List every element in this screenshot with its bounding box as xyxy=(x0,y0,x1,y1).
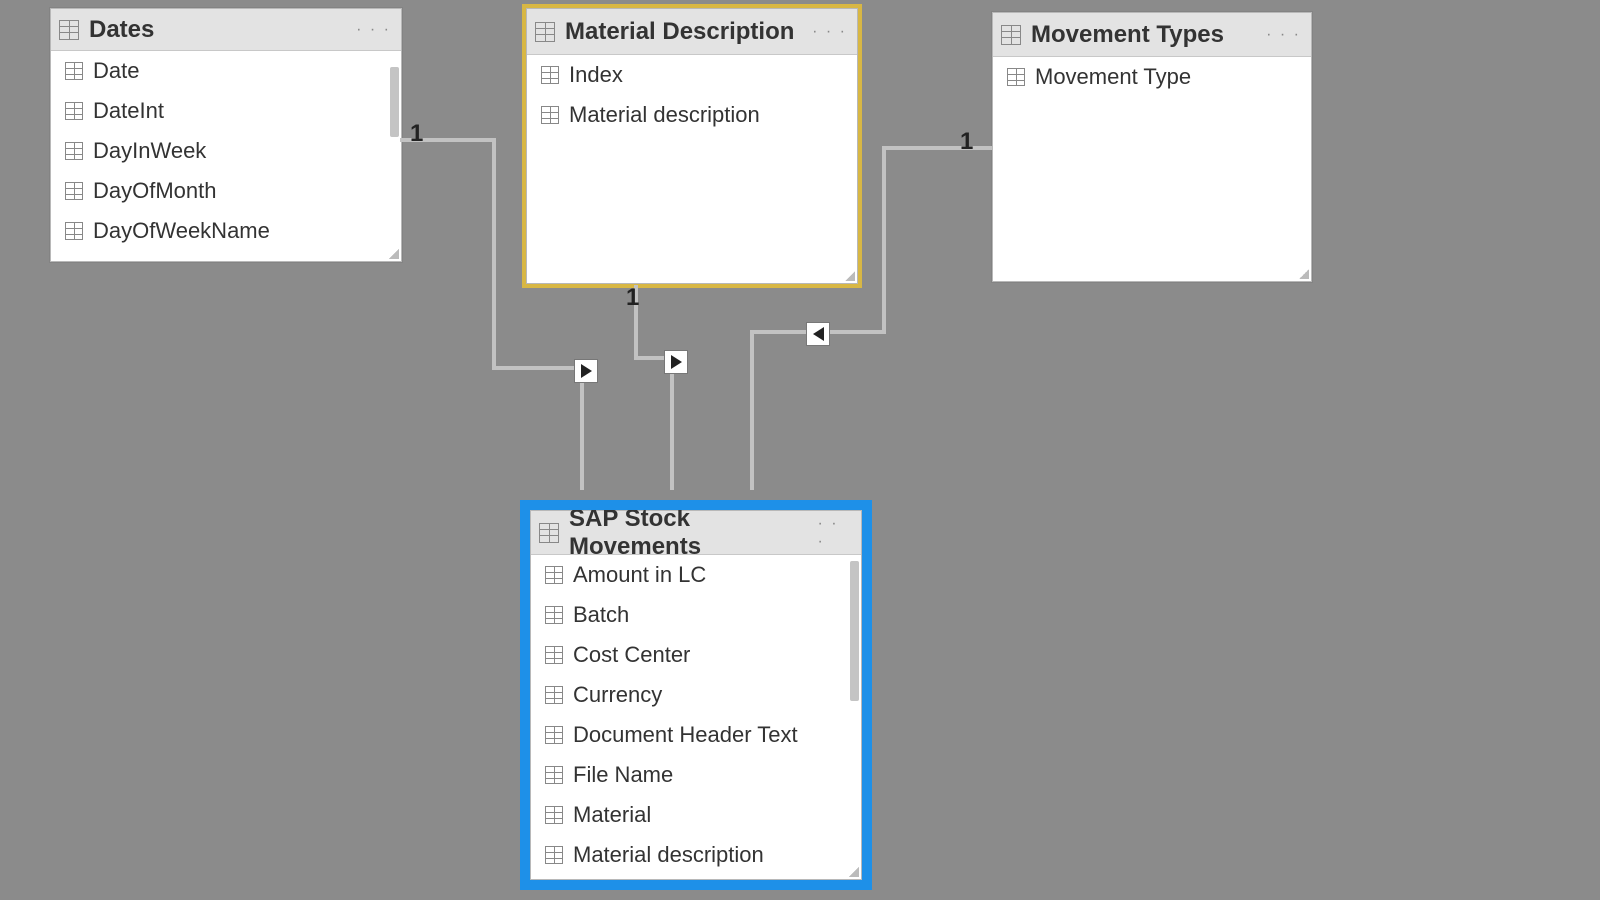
column-label: DateInt xyxy=(93,98,164,124)
model-canvas[interactable]: Dates · · · Date DateInt DayInWeek DayOfMonth… xyxy=(0,0,1600,900)
table-header[interactable]: Material Description · · · xyxy=(527,9,857,55)
filter-direction-icon[interactable] xyxy=(806,322,830,346)
table-grid-icon xyxy=(545,846,563,864)
table-grid-icon xyxy=(541,106,559,124)
column-label: Date xyxy=(93,58,139,84)
filter-direction-icon[interactable] xyxy=(574,359,598,383)
column-list[interactable]: Amount in LC Batch Cost Center Currency Docu… xyxy=(531,555,861,879)
column-label: DayOfWeekName xyxy=(93,218,270,244)
resize-handle[interactable] xyxy=(849,867,859,877)
table-header[interactable]: Dates · · · xyxy=(51,9,401,51)
table-grid-icon xyxy=(65,182,83,200)
table-header[interactable]: Movement Types · · · xyxy=(993,13,1311,57)
table-material[interactable]: Material Description · · · Index Material d… xyxy=(526,8,858,284)
column-list[interactable]: Index Material description xyxy=(527,55,857,283)
column-label: DayInWeek xyxy=(93,138,206,164)
table-menu-ellipsis[interactable]: · · · xyxy=(356,21,391,39)
table-grid-icon xyxy=(545,606,563,624)
table-movement[interactable]: Movement Types · · · Movement Type xyxy=(992,12,1312,282)
column-label: Document Header Text xyxy=(573,722,798,748)
column-item[interactable]: Cost Center xyxy=(531,635,861,675)
table-sap[interactable]: SAP Stock Movements· · · Amount in LC Batc… xyxy=(530,510,862,880)
column-label: Batch xyxy=(573,602,629,628)
table-title: SAP Stock Movements xyxy=(569,505,817,561)
column-label: Material description xyxy=(569,102,760,128)
table-title: Material Description xyxy=(565,18,794,46)
column-item[interactable]: DayOfWeekName xyxy=(51,211,401,251)
table-grid-icon xyxy=(539,523,559,543)
column-item[interactable]: DayOfMonth xyxy=(51,171,401,211)
column-item[interactable]: DateInt xyxy=(51,91,401,131)
column-item[interactable]: Material xyxy=(531,795,861,835)
column-list[interactable]: Date DateInt DayInWeek DayOfMonth DayOfWeekN… xyxy=(51,51,401,261)
column-item[interactable]: Currency xyxy=(531,675,861,715)
cardinality-label: 1 xyxy=(960,128,973,156)
column-label: File Name xyxy=(573,762,673,788)
table-menu-ellipsis[interactable]: · · · xyxy=(1266,26,1301,44)
column-item[interactable]: Material description xyxy=(527,95,857,135)
table-grid-icon xyxy=(545,806,563,824)
column-label: Material xyxy=(573,802,651,828)
table-menu-ellipsis[interactable]: · · · xyxy=(817,515,851,551)
table-grid-icon xyxy=(545,686,563,704)
column-label: Movement Type xyxy=(1035,64,1191,90)
column-label: Cost Center xyxy=(573,642,690,668)
cardinality-label: 1 xyxy=(410,120,423,148)
table-grid-icon xyxy=(65,102,83,120)
column-item[interactable]: Date xyxy=(51,51,401,91)
table-grid-icon xyxy=(541,66,559,84)
table-grid-icon xyxy=(1001,25,1021,45)
column-item[interactable]: Movement Type xyxy=(993,57,1311,97)
column-item[interactable]: Material description xyxy=(531,835,861,875)
table-grid-icon xyxy=(535,22,555,42)
table-grid-icon xyxy=(65,62,83,80)
column-label: Material description xyxy=(573,842,764,868)
scrollbar-thumb[interactable] xyxy=(850,561,859,701)
column-item[interactable]: Document Header Text xyxy=(531,715,861,755)
table-title: Dates xyxy=(89,16,154,44)
table-grid-icon xyxy=(1007,68,1025,86)
table-title: Movement Types xyxy=(1031,21,1224,49)
table-grid-icon xyxy=(59,20,79,40)
column-label: Currency xyxy=(573,682,662,708)
column-list[interactable]: Movement Type xyxy=(993,57,1311,281)
table-grid-icon xyxy=(545,566,563,584)
column-item[interactable]: Batch xyxy=(531,595,861,635)
resize-handle[interactable] xyxy=(845,271,855,281)
column-item[interactable]: FY xyxy=(51,251,401,261)
filter-direction-icon[interactable] xyxy=(664,350,688,374)
column-label: DayOfMonth xyxy=(93,178,217,204)
column-item[interactable]: Amount in LC xyxy=(531,555,861,595)
column-item[interactable]: File Name xyxy=(531,755,861,795)
table-header[interactable]: SAP Stock Movements· · · xyxy=(531,511,861,555)
table-grid-icon xyxy=(65,222,83,240)
resize-handle[interactable] xyxy=(1299,269,1309,279)
table-dates[interactable]: Dates · · · Date DateInt DayInWeek DayOfMonth… xyxy=(50,8,402,262)
cardinality-label: 1 xyxy=(626,284,639,312)
column-item[interactable]: Material Document xyxy=(531,875,861,879)
table-grid-icon xyxy=(545,726,563,744)
column-item[interactable]: DayInWeek xyxy=(51,131,401,171)
table-grid-icon xyxy=(65,142,83,160)
column-label: FY xyxy=(93,258,121,261)
column-label: Index xyxy=(569,62,623,88)
column-item[interactable]: Index xyxy=(527,55,857,95)
resize-handle[interactable] xyxy=(389,249,399,259)
table-menu-ellipsis[interactable]: · · · xyxy=(812,23,847,41)
scrollbar-thumb[interactable] xyxy=(390,67,399,137)
column-label: Amount in LC xyxy=(573,562,706,588)
table-grid-icon xyxy=(545,646,563,664)
table-grid-icon xyxy=(545,766,563,784)
